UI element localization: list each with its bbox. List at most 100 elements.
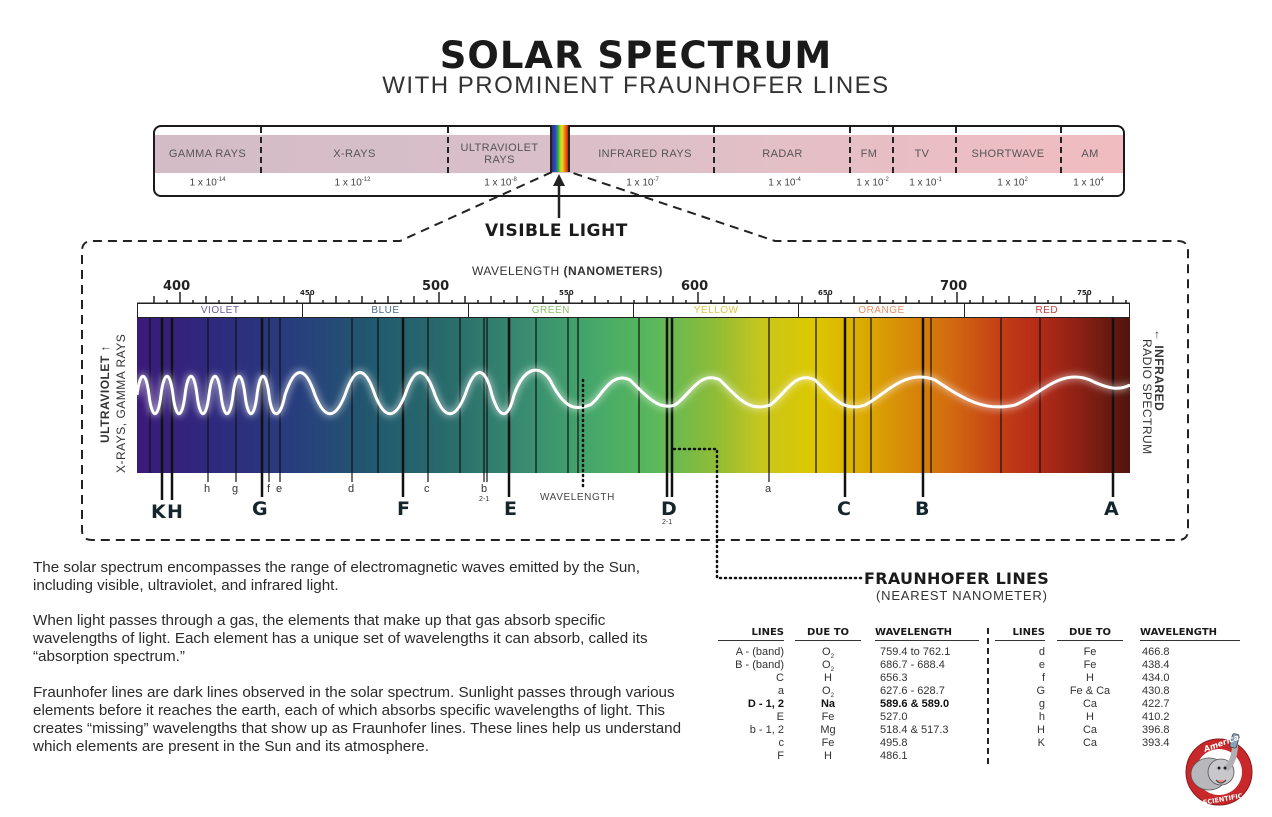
radio-spectrum-label: RADIO SPECTRUM	[1140, 339, 1154, 455]
em-value-ultraviolet: 1 x 10-8	[484, 177, 517, 189]
row-line: g	[1038, 698, 1045, 710]
row-wavelength: 434.0	[1142, 672, 1170, 684]
tick-label-650: 650	[818, 289, 833, 297]
tick-label-700: 700	[940, 279, 968, 294]
line-sublabel-b: 2-1	[479, 496, 490, 503]
line-label-D: D	[661, 498, 677, 520]
row-due: Ca	[1082, 698, 1098, 710]
em-band-xrays: X-RAYS	[333, 148, 376, 160]
row-wavelength: 518.4 & 517.3	[880, 724, 949, 736]
row-due: O2	[822, 659, 834, 674]
row-due: Fe	[1083, 659, 1097, 671]
em-band-gamma: GAMMA RAYS	[168, 148, 247, 160]
paragraph-intro: The solar spectrum encompasses the range…	[33, 559, 640, 594]
em-value-am: 1 x 104	[1073, 177, 1104, 189]
fraunhofer-subtitle: (NEAREST NANOMETER)	[876, 588, 1048, 603]
row-due: Ca	[1082, 737, 1098, 749]
row-wavelength: 486.1	[880, 750, 908, 762]
major-absorption-lines	[160, 318, 1115, 500]
row-wavelength: 527.0	[880, 711, 908, 723]
em-band-tv: TV	[914, 148, 930, 160]
em-value-shortwave: 1 x 102	[997, 177, 1028, 189]
header-lines: LINES	[718, 627, 784, 641]
em-divider	[713, 127, 715, 173]
header-wavelength: WAVELENGTH	[1140, 627, 1240, 641]
line-label-c: c	[424, 483, 430, 495]
row-due: H	[1086, 672, 1094, 684]
tick-label-600: 600	[681, 279, 709, 294]
row-wavelength: 438.4	[1142, 659, 1170, 671]
line-label-d: d	[348, 483, 355, 495]
line-sublabel-D: 2-1	[662, 519, 673, 526]
visible-spectrum-gradient	[137, 318, 1130, 473]
em-value-radar: 1 x 10-4	[768, 177, 801, 189]
row-due: H	[1086, 711, 1094, 723]
color-band-green: GREEN	[469, 304, 634, 317]
line-label-E: E	[504, 498, 517, 520]
header-lines: LINES	[995, 627, 1045, 641]
visible-light-strip	[550, 125, 570, 172]
wavelength-wave	[135, 368, 1131, 416]
row-line: e	[1038, 659, 1045, 671]
row-line: d	[1038, 646, 1045, 658]
tick-label-400: 400	[163, 279, 191, 294]
line-label-C: C	[837, 498, 851, 520]
line-label-b: b	[481, 483, 488, 495]
color-band-violet: VIOLET	[138, 304, 304, 317]
line-label-f: f	[267, 483, 271, 495]
em-divider	[849, 127, 851, 173]
row-wavelength: 627.6 - 628.7	[880, 685, 945, 697]
row-line: K	[1037, 737, 1045, 749]
tick-label-450: 450	[300, 289, 315, 297]
row-wavelength: 495.8	[880, 737, 908, 749]
tick-label-550: 550	[559, 289, 574, 297]
row-wavelength: 410.2	[1142, 711, 1170, 723]
row-due: Ca	[1082, 724, 1098, 736]
wavelength-axis-title: WAVELENGTH (NANOMETERS)	[472, 264, 663, 278]
em-value-xrays: 1 x 10-12	[334, 177, 371, 189]
row-line: B - (band)	[735, 659, 784, 671]
line-label-K: K	[151, 501, 166, 523]
fraunhofer-title: FRAUNHOFER LINES	[864, 569, 1050, 588]
row-line: D - 1, 2	[747, 698, 784, 710]
em-value-infrared: 1 x 10-7	[626, 177, 659, 189]
row-wavelength: 686.7 - 688.4	[880, 659, 945, 671]
row-wavelength: 466.8	[1142, 646, 1170, 658]
row-line: h	[1038, 711, 1045, 723]
line-label-B: B	[915, 498, 930, 520]
table-dashed-divider	[987, 628, 989, 764]
visible-arrow-head-icon	[553, 174, 565, 186]
row-due: H	[824, 750, 832, 762]
line-label-g: g	[232, 483, 239, 495]
page-subtitle: WITH PROMINENT FRAUNHOFER LINES	[382, 72, 890, 99]
tick-label-750: 750	[1077, 289, 1092, 297]
right-side-label: ← INFRARED RADIO SPECTRUM	[1140, 325, 1190, 475]
row-due: Fe & Ca	[1069, 685, 1111, 697]
em-divider	[955, 127, 957, 173]
em-spectrum-bar: GAMMA RAYS X-RAYS ULTRAVIOLET RAYS INFRA…	[153, 125, 1125, 197]
test-tube-icon	[1229, 733, 1240, 749]
callout-dashed-outline	[81, 171, 1189, 541]
row-line: c	[778, 737, 785, 749]
row-line: E	[776, 711, 784, 723]
em-band-shortwave: SHORTWAVE	[971, 148, 1045, 160]
row-due: Fe	[1083, 646, 1097, 658]
row-due: O2	[822, 685, 834, 700]
row-line: a	[777, 685, 784, 697]
em-bands-background	[155, 135, 1123, 173]
line-label-a: a	[765, 483, 772, 495]
row-wavelength: 589.6 & 589.0	[880, 698, 950, 710]
row-line: A - (band)	[735, 646, 784, 658]
ultraviolet-label: ULTRAVIOLET ↑	[98, 344, 112, 443]
line-label-e: e	[276, 483, 283, 495]
infrared-label: ← INFRARED	[1152, 329, 1166, 412]
color-band-orange: ORANGE	[799, 304, 965, 317]
paragraph-absorption: When light passes through a gas, the ele…	[33, 612, 648, 665]
page-title: SOLAR SPECTRUM	[439, 34, 833, 77]
row-due: H	[824, 672, 832, 684]
em-band-fm: FM	[860, 148, 878, 160]
line-label-H: H	[167, 501, 183, 523]
line-label-F: F	[397, 498, 410, 520]
row-due: Fe	[821, 711, 835, 723]
